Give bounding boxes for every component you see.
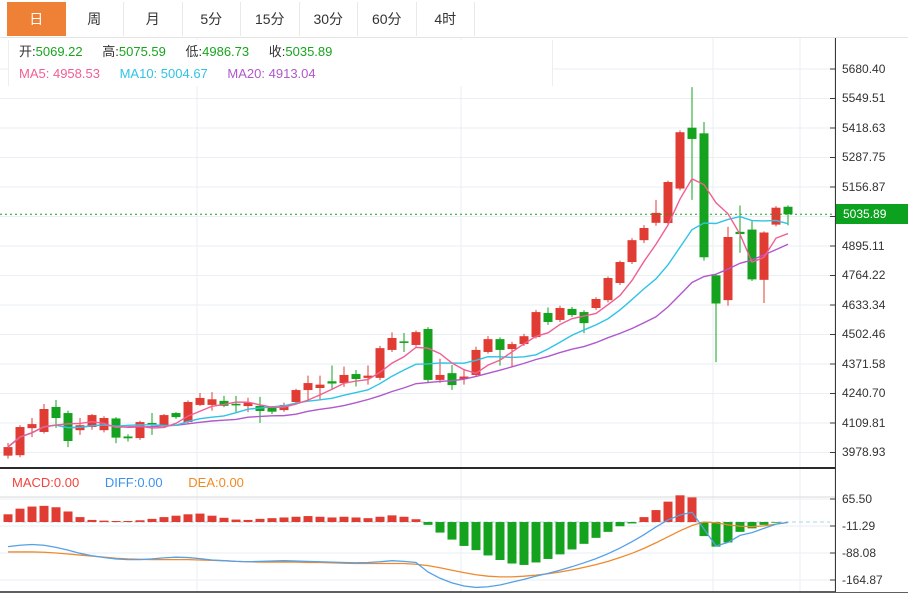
macd-tick-label: -88.08: [842, 545, 877, 560]
ma-row: MA5: 4958.53 MA10: 5004.67 MA20: 4913.04: [19, 63, 542, 85]
tab-60min[interactable]: 60分: [358, 2, 417, 36]
low-label: 低:: [185, 44, 203, 59]
price-tick-label: 4109.81: [842, 415, 886, 430]
close-value: 5035.89: [285, 44, 333, 59]
macd-label-row: MACD:0.00 DIFF:0.00 DEA:0.00: [12, 470, 266, 496]
dea-value: 0.00: [218, 475, 244, 490]
macd-tick-label: -164.87: [842, 572, 883, 587]
price-tick-label: 3978.93: [842, 445, 886, 459]
ma20-value: 4913.04: [268, 66, 316, 81]
price-tick-label: 5287.75: [842, 150, 886, 164]
ohlc-info-box: 开:5069.22 高:5075.59 低:4986.73 收:5035.89 …: [8, 40, 553, 86]
price-tick-label: 4633.34: [842, 297, 886, 312]
ma20-line: [7, 243, 789, 448]
macd-histogram: [3, 495, 781, 565]
price-tick-label: 5680.40: [842, 61, 886, 76]
period-tabbar: 日 周 月 5分 15分 30分 60分 4时: [0, 0, 908, 38]
price-axis: 5035.89 5680.40 5549.51 5418.63 5287.75 5156…: [836, 38, 908, 592]
ma10-value: 5004.67: [160, 66, 208, 81]
macd-tick-label: 65.50: [842, 491, 873, 506]
tab-day[interactable]: 日: [7, 2, 66, 36]
low-value: 4986.73: [202, 44, 250, 59]
price-tick-label: 4502.46: [842, 327, 886, 341]
ohlc-row: 开:5069.22 高:5075.59 低:4986.73 收:5035.89: [19, 41, 542, 63]
ma20-label: MA20:: [227, 66, 265, 81]
high-label: 高:: [102, 44, 119, 59]
macd-label: MACD:: [12, 475, 54, 490]
current-price-value: 5035.89: [843, 207, 887, 222]
candlestick-series: [3, 87, 793, 459]
dea-line: [8, 521, 789, 578]
current-price-badge: 5035.89: [836, 204, 908, 225]
close-label: 收:: [268, 44, 286, 59]
dea-label: DEA:: [188, 475, 219, 490]
price-tick-label: 5549.51: [842, 91, 886, 105]
open-label: 开:: [19, 44, 36, 59]
price-tick-label: 5156.87: [842, 179, 886, 194]
tab-4hour[interactable]: 4时: [417, 2, 475, 36]
diff-label: DIFF:: [104, 475, 138, 490]
ma5-line: [7, 177, 789, 448]
tab-month[interactable]: 月: [124, 2, 183, 36]
tab-5min[interactable]: 5分: [183, 2, 241, 36]
price-tick-label: 4240.70: [842, 386, 886, 400]
ma5-value: 4958.53: [52, 66, 100, 81]
tab-30min[interactable]: 30分: [300, 2, 358, 36]
price-tick-label: 4371.58: [842, 356, 886, 371]
macd-value: 0.00: [53, 475, 80, 490]
open-value: 5069.22: [35, 44, 83, 59]
ma10-label: MA10:: [119, 66, 158, 81]
price-tick-label: 5418.63: [842, 120, 886, 135]
tab-15min[interactable]: 15分: [241, 2, 300, 36]
ma10-line: [7, 215, 789, 448]
high-value: 5075.59: [118, 44, 166, 59]
macd-tick-label: -11.29: [842, 518, 876, 533]
tab-week[interactable]: 周: [66, 2, 124, 36]
diff-value: 0.00: [137, 475, 163, 490]
price-tick-label: 4895.11: [842, 238, 885, 253]
ma5-label: MA5:: [19, 66, 50, 81]
price-tick-label: 4764.22: [842, 268, 886, 282]
diff-line: [7, 511, 789, 589]
